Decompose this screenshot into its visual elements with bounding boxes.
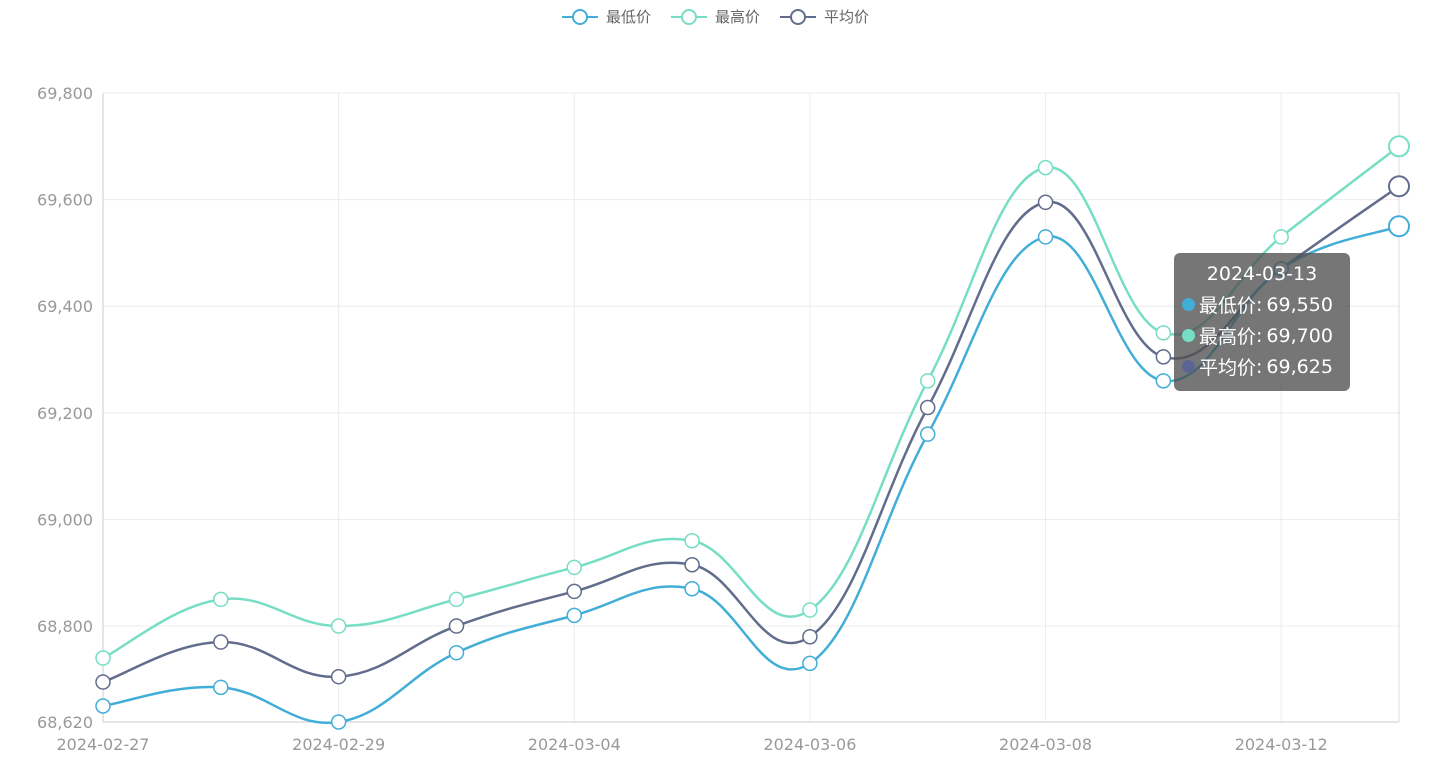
data-point — [1155, 373, 1172, 389]
tooltip-value-high: 69,700 — [1266, 324, 1333, 347]
y-tick-label: 69,800 — [37, 84, 93, 103]
x-tick-label: 2024-03-06 — [763, 735, 856, 754]
tooltip-date: 2024-03-13 — [1206, 263, 1318, 285]
y-tick-label: 69,200 — [37, 404, 93, 423]
legend-label-high: 最高价 — [714, 8, 760, 26]
data-point — [213, 634, 229, 650]
y-tick-label: 69,600 — [37, 191, 93, 210]
data-point — [919, 399, 936, 416]
y-tick-label: 68,800 — [37, 617, 93, 636]
data-point — [1273, 229, 1289, 245]
tooltip-row-avg: 平均价: 69,625 — [1182, 351, 1350, 382]
tooltip-name-low: 最低价 — [1199, 295, 1257, 317]
tooltip-dot-low-icon — [1182, 298, 1195, 311]
x-tick-label: 2024-03-12 — [1235, 735, 1328, 754]
data-point — [213, 679, 229, 696]
tooltip-name-high: 最高价 — [1199, 326, 1257, 348]
data-point — [566, 607, 583, 624]
legend-label-low: 最低价 — [605, 8, 651, 26]
data-point — [1388, 135, 1410, 158]
data-point — [919, 426, 936, 442]
tooltip-row-high: 最高价: 69,700 — [1182, 320, 1350, 351]
data-point — [802, 628, 818, 645]
data-point — [1155, 325, 1172, 341]
data-point — [684, 557, 700, 573]
data-point — [684, 533, 700, 549]
legend-swatch-low-icon — [561, 8, 598, 25]
legend-item-avg[interactable]: 平均价 — [778, 6, 869, 27]
data-point — [448, 618, 465, 634]
data-point — [1037, 159, 1054, 176]
data-point — [566, 559, 583, 576]
legend-label-avg: 平均价 — [824, 8, 870, 26]
legend-swatch-avg-icon — [780, 8, 816, 25]
tooltip-value-low: 69,550 — [1266, 293, 1333, 316]
x-tick-label: 2024-03-08 — [999, 735, 1092, 754]
chart-tooltip: 2024-03-13 最低价: 69,550 最高价: 69,700 平均价: … — [1174, 253, 1350, 391]
data-point — [448, 591, 465, 608]
data-point — [330, 714, 347, 730]
x-tick-label: 2024-03-04 — [528, 735, 621, 754]
data-point — [919, 373, 936, 389]
y-tick-label: 69,000 — [37, 510, 93, 529]
data-point — [330, 618, 347, 634]
tooltip-name-avg: 平均价 — [1199, 357, 1257, 379]
legend-swatch-high-icon — [670, 8, 707, 25]
data-point — [1037, 194, 1054, 211]
series-line-1 — [102, 145, 1400, 660]
data-point — [330, 668, 347, 685]
data-point — [95, 674, 111, 690]
data-point — [802, 602, 818, 618]
data-point — [448, 644, 465, 661]
chart-legend: 最低价 最高价 平均价 — [0, 6, 1429, 27]
legend-item-low[interactable]: 最低价 — [560, 6, 651, 27]
tooltip-dot-high-icon — [1182, 329, 1195, 342]
data-point — [802, 655, 818, 672]
x-tick-label: 2024-02-29 — [292, 735, 385, 754]
data-point — [1388, 175, 1410, 198]
data-point — [213, 591, 229, 608]
x-tick-label: 2024-02-27 — [57, 735, 150, 754]
data-point — [1037, 229, 1054, 245]
data-point — [566, 583, 583, 600]
tooltip-dot-avg-icon — [1182, 360, 1195, 373]
data-point — [684, 580, 700, 597]
tooltip-row-low: 最低价: 69,550 — [1182, 289, 1350, 320]
data-point — [1155, 349, 1172, 365]
y-tick-label: 68,620 — [37, 713, 93, 732]
y-tick-label: 69,400 — [37, 297, 93, 316]
data-point — [95, 698, 111, 714]
data-point — [1388, 215, 1410, 238]
legend-item-high[interactable]: 最高价 — [669, 6, 760, 27]
data-point — [95, 650, 111, 666]
tooltip-value-avg: 69,625 — [1266, 355, 1333, 378]
